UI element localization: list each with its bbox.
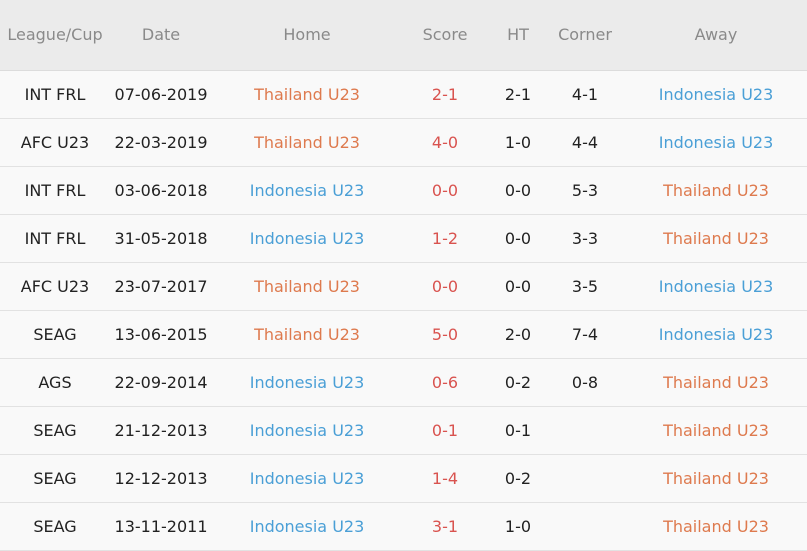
ht-cell: 0-0 xyxy=(504,277,532,296)
league-cell: AFC U23 xyxy=(20,133,90,152)
league-cell: INT FRL xyxy=(24,229,86,248)
table-row[interactable]: SEAG 21-12-2013 Indonesia U23 0-1 0-1 Thailan… xyxy=(0,407,807,455)
away-team-link[interactable]: Indonesia U23 xyxy=(658,325,774,344)
score-cell[interactable]: 0-0 xyxy=(431,277,459,296)
date-cell: 22-03-2019 xyxy=(114,133,208,152)
corner-cell: 3-5 xyxy=(571,277,599,296)
table-row[interactable]: INT FRL 03-06-2018 Indonesia U23 0-0 0-0 5-3 T… xyxy=(0,167,807,215)
date-cell: 23-07-2017 xyxy=(114,277,208,296)
ht-cell: 0-1 xyxy=(504,421,532,440)
date-cell: 03-06-2018 xyxy=(114,181,208,200)
table-row[interactable]: SEAG 12-12-2013 Indonesia U23 1-4 0-2 Thailan… xyxy=(0,455,807,503)
home-team-link[interactable]: Thailand U23 xyxy=(254,325,360,344)
table-row[interactable]: AGS 22-09-2014 Indonesia U23 0-6 0-2 0-8 Thail… xyxy=(0,359,807,407)
away-team-link[interactable]: Indonesia U23 xyxy=(658,277,774,296)
score-cell[interactable]: 0-1 xyxy=(431,421,459,440)
date-cell: 12-12-2013 xyxy=(114,469,208,488)
away-team-link[interactable]: Thailand U23 xyxy=(663,181,769,200)
header-league: League/Cup xyxy=(7,24,103,44)
ht-cell: 0-0 xyxy=(504,181,532,200)
header-score: Score xyxy=(422,24,468,44)
table-row[interactable]: SEAG 13-11-2011 Indonesia U23 3-1 1-0 Thailan… xyxy=(0,503,807,551)
date-cell: 31-05-2018 xyxy=(114,229,208,248)
home-team-link[interactable]: Thailand U23 xyxy=(254,277,360,296)
home-team-link[interactable]: Thailand U23 xyxy=(254,133,360,152)
header-date: Date xyxy=(141,24,181,44)
date-cell: 22-09-2014 xyxy=(114,373,208,392)
ht-cell: 1-0 xyxy=(504,517,532,536)
away-team-link[interactable]: Thailand U23 xyxy=(663,229,769,248)
table-row[interactable]: AFC U23 22-03-2019 Thailand U23 4-0 1-0 4-4 In… xyxy=(0,119,807,167)
corner-cell: 4-4 xyxy=(571,133,599,152)
away-team-link[interactable]: Indonesia U23 xyxy=(658,133,774,152)
header-away: Away xyxy=(694,24,738,44)
ht-cell: 0-2 xyxy=(504,373,532,392)
league-cell: INT FRL xyxy=(24,85,86,104)
date-cell: 07-06-2019 xyxy=(114,85,208,104)
ht-cell: 2-0 xyxy=(504,325,532,344)
score-cell[interactable]: 1-4 xyxy=(431,469,459,488)
header-ht: HT xyxy=(507,24,529,44)
score-cell[interactable]: 4-0 xyxy=(431,133,459,152)
score-cell[interactable]: 0-0 xyxy=(431,181,459,200)
date-cell: 21-12-2013 xyxy=(114,421,208,440)
home-team-link[interactable]: Indonesia U23 xyxy=(249,421,365,440)
home-team-link[interactable]: Indonesia U23 xyxy=(249,517,365,536)
header-corner: Corner xyxy=(558,24,612,44)
league-cell: SEAG xyxy=(33,421,77,440)
home-team-link[interactable]: Indonesia U23 xyxy=(249,181,365,200)
home-team-link[interactable]: Thailand U23 xyxy=(254,85,360,104)
away-team-link[interactable]: Indonesia U23 xyxy=(658,85,774,104)
score-cell[interactable]: 5-0 xyxy=(431,325,459,344)
score-cell[interactable]: 3-1 xyxy=(431,517,459,536)
score-cell[interactable]: 2-1 xyxy=(431,85,459,104)
ht-cell: 1-0 xyxy=(504,133,532,152)
league-cell: AFC U23 xyxy=(20,277,90,296)
ht-cell: 2-1 xyxy=(504,85,532,104)
league-cell: AGS xyxy=(38,373,72,392)
table-body: INT FRL 07-06-2019 Thailand U23 2-1 2-1 4-1 In… xyxy=(0,71,807,551)
table-row[interactable]: INT FRL 07-06-2019 Thailand U23 2-1 2-1 4-1 In… xyxy=(0,71,807,119)
home-team-link[interactable]: Indonesia U23 xyxy=(249,373,365,392)
ht-cell: 0-2 xyxy=(504,469,532,488)
away-team-link[interactable]: Thailand U23 xyxy=(663,373,769,392)
date-cell: 13-11-2011 xyxy=(114,517,208,536)
corner-cell: 7-4 xyxy=(571,325,599,344)
league-cell: SEAG xyxy=(33,469,77,488)
score-cell[interactable]: 1-2 xyxy=(431,229,459,248)
league-cell: INT FRL xyxy=(24,181,86,200)
date-cell: 13-06-2015 xyxy=(114,325,208,344)
league-cell: SEAG xyxy=(33,325,77,344)
corner-cell: 4-1 xyxy=(571,85,599,104)
table-row[interactable]: INT FRL 31-05-2018 Indonesia U23 1-2 0-0 3-3 T… xyxy=(0,215,807,263)
away-team-link[interactable]: Thailand U23 xyxy=(663,421,769,440)
table-header: League/Cup Date Home Score HT Corner Awa… xyxy=(0,0,807,71)
table-row[interactable]: AFC U23 23-07-2017 Thailand U23 0-0 0-0 3-5 In… xyxy=(0,263,807,311)
corner-cell: 0-8 xyxy=(571,373,599,392)
header-home: Home xyxy=(283,24,331,44)
score-cell[interactable]: 0-6 xyxy=(431,373,459,392)
home-team-link[interactable]: Indonesia U23 xyxy=(249,469,365,488)
ht-cell: 0-0 xyxy=(504,229,532,248)
corner-cell: 5-3 xyxy=(571,181,599,200)
table-row[interactable]: SEAG 13-06-2015 Thailand U23 5-0 2-0 7-4 Indon… xyxy=(0,311,807,359)
home-team-link[interactable]: Indonesia U23 xyxy=(249,229,365,248)
away-team-link[interactable]: Thailand U23 xyxy=(663,517,769,536)
corner-cell: 3-3 xyxy=(571,229,599,248)
away-team-link[interactable]: Thailand U23 xyxy=(663,469,769,488)
league-cell: SEAG xyxy=(33,517,77,536)
